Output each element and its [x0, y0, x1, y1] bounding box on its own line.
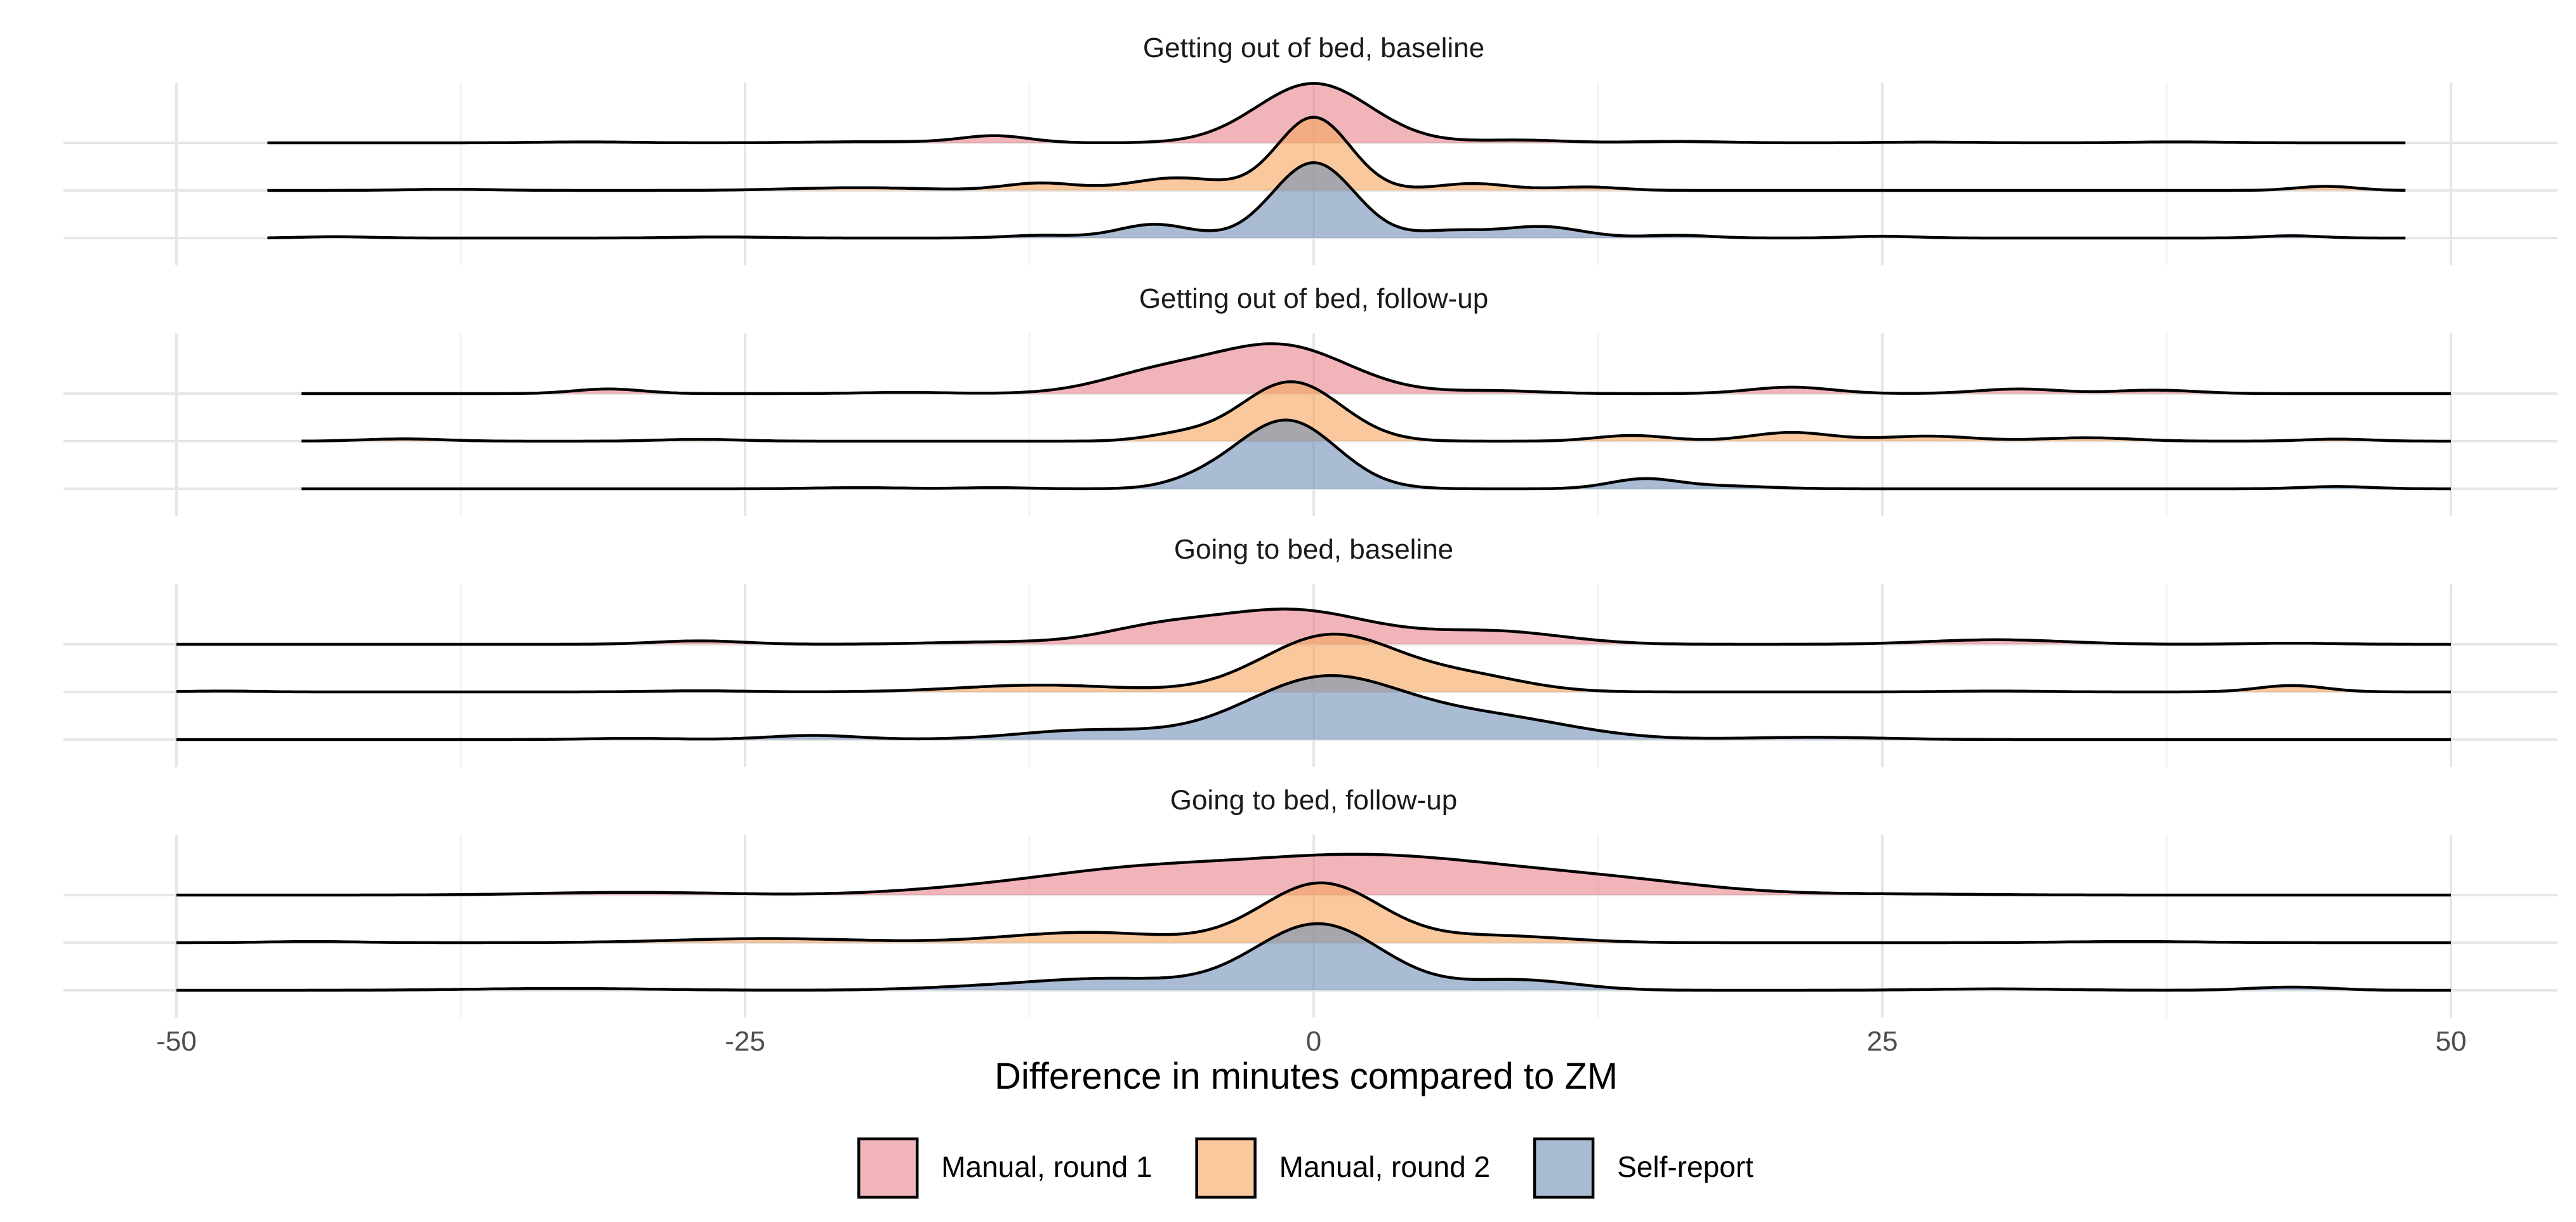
ridge-fill-manual-round-1: [176, 854, 2451, 895]
legend-label: Manual, round 1: [941, 1150, 1152, 1183]
ridge-fill-manual-round-2: [176, 634, 2451, 692]
ridge-fill-self-report: [176, 924, 2451, 990]
panel-1: Getting out of bed, baseline: [267, 32, 2406, 240]
x-tick-label: 50: [2436, 1026, 2467, 1057]
ridge-line-manual-round-2: [176, 632, 2451, 694]
ridge-line-self-report: [176, 922, 2451, 992]
ridge-line-manual-round-1: [176, 853, 2451, 897]
ridge-line-manual-round-2: [176, 881, 2451, 945]
panel-4: Going to bed, follow-up: [176, 785, 2451, 992]
x-tick-label: -25: [725, 1026, 765, 1057]
ridge-fill-manual-round-2: [301, 382, 2451, 441]
panels-layer: Getting out of bed, baseline Getting out …: [176, 32, 2451, 992]
legend-item: Manual, round 1: [857, 1137, 1153, 1199]
ridge-fill-manual-round-2: [267, 117, 2406, 190]
x-axis-title: Difference in minutes compared to ZM: [994, 1056, 1618, 1097]
ridge-fill-manual-round-1: [267, 83, 2406, 143]
ridge-line-self-report: [301, 418, 2451, 491]
x-tick-label: -50: [156, 1026, 197, 1057]
ridge-fill-manual-round-2: [176, 882, 2451, 943]
panel-2: Getting out of bed, follow-up: [301, 283, 2451, 491]
x-tick-label: 0: [1306, 1026, 1321, 1057]
ridge-line-manual-round-1: [301, 342, 2451, 395]
panel-title: Going to bed, follow-up: [1170, 785, 1458, 816]
legend-label: Manual, round 2: [1279, 1150, 1490, 1183]
panel-title: Getting out of bed, baseline: [1143, 32, 1484, 63]
ridge-fill-manual-round-1: [301, 343, 2451, 394]
legend-key: [1195, 1137, 1257, 1199]
ridge-line-manual-round-1: [176, 608, 2451, 646]
legend: Manual, round 1 Manual, round 2 Self-repor…: [857, 1137, 1754, 1199]
ridge-fill-manual-round-1: [176, 609, 2451, 644]
ridge-fill-self-report: [176, 675, 2451, 740]
ridge-line-self-report: [267, 161, 2406, 240]
legend-key: [1533, 1137, 1595, 1199]
legend-item: Self-report: [1533, 1137, 1754, 1199]
x-tick-label: 25: [1867, 1026, 1898, 1057]
legend-key: [857, 1137, 919, 1199]
ridge-line-manual-round-1: [267, 82, 2406, 145]
ridge-fill-self-report: [267, 163, 2406, 238]
x-axis: Difference in minutes compared to ZM -50…: [156, 1026, 2466, 1097]
ridge-line-manual-round-2: [267, 116, 2406, 192]
legend-label: Self-report: [1617, 1150, 1754, 1183]
panel-title: Getting out of bed, follow-up: [1139, 283, 1488, 314]
ridge-line-manual-round-2: [301, 380, 2451, 443]
panel-title: Going to bed, baseline: [1174, 534, 1453, 565]
legend-item: Manual, round 2: [1195, 1137, 1490, 1199]
ridge-line-self-report: [176, 674, 2451, 741]
panel-3: Going to bed, baseline: [176, 534, 2451, 741]
